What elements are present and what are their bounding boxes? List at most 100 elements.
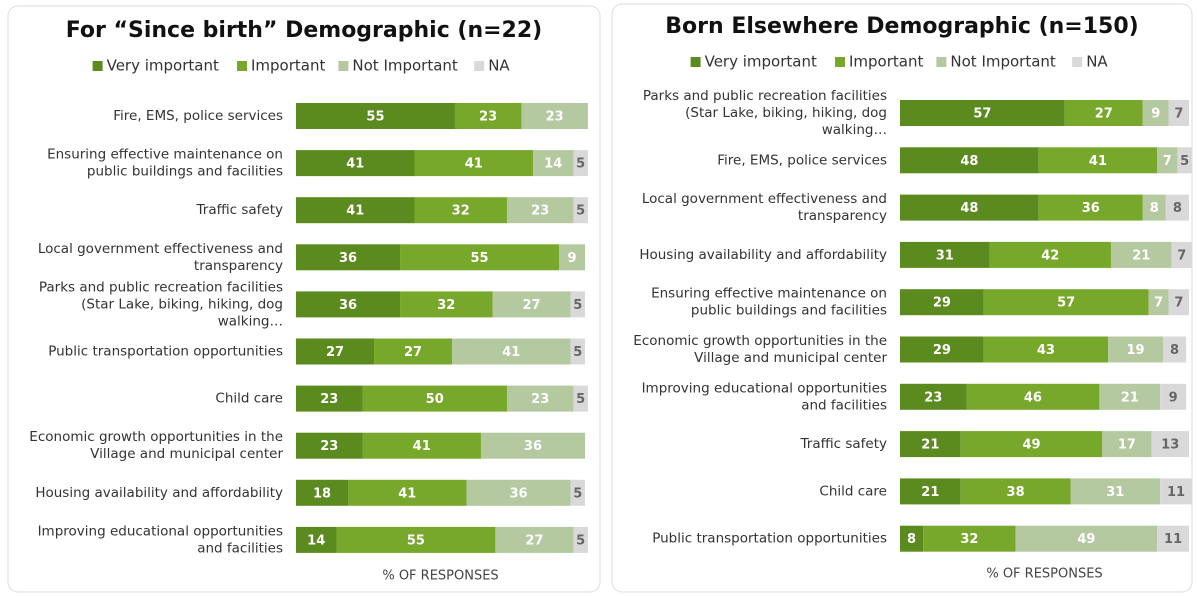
bar-segment xyxy=(414,197,507,224)
value-label: 36 xyxy=(524,439,542,454)
bar-segment xyxy=(296,479,349,506)
value-label: 32 xyxy=(452,204,470,219)
bar-segment xyxy=(1157,147,1178,174)
bar-segment xyxy=(573,385,588,412)
bar-segment xyxy=(454,103,522,129)
value-label: 32 xyxy=(437,298,455,313)
bar-segment xyxy=(506,197,574,224)
bar-segment xyxy=(296,432,363,459)
value-label: 55 xyxy=(407,533,425,548)
legend-label: Not Important xyxy=(352,57,458,75)
bar-segment xyxy=(296,150,415,177)
value-label: 43 xyxy=(1037,343,1055,358)
bar-segment xyxy=(900,525,924,552)
bar-segment xyxy=(452,338,571,365)
value-label: 17 xyxy=(1118,438,1136,453)
category-label: Ensuring effective maintenance on public … xyxy=(651,286,887,319)
value-label: 29 xyxy=(933,343,951,358)
bar-segment xyxy=(900,336,984,363)
category-label: Fire, EMS, police services xyxy=(717,152,887,168)
value-label: 49 xyxy=(1022,438,1040,453)
value-label: 41 xyxy=(465,157,483,172)
bar-segment xyxy=(414,150,533,177)
legend-swatch xyxy=(835,57,845,67)
bar-segment xyxy=(1142,100,1169,126)
value-label: 21 xyxy=(1132,248,1150,263)
value-label: 8 xyxy=(1150,201,1159,216)
bar-segment xyxy=(296,244,401,271)
category-label: Local government effectiveness and transp… xyxy=(642,191,887,224)
bar-segment xyxy=(900,289,984,316)
value-label: 5 xyxy=(573,345,582,360)
value-label: 27 xyxy=(1095,107,1113,122)
value-label: 19 xyxy=(1126,343,1144,358)
value-label: 5 xyxy=(1180,154,1189,169)
legend-label: Important xyxy=(849,53,923,71)
value-label: 42 xyxy=(1041,248,1059,263)
value-label: 46 xyxy=(1024,390,1042,405)
bar-segment xyxy=(506,385,574,412)
bar-segment xyxy=(900,241,990,268)
bar-segment xyxy=(983,289,1149,316)
value-label: 11 xyxy=(1167,485,1185,500)
value-label: 23 xyxy=(479,110,497,125)
bar-segment xyxy=(362,385,507,412)
bar-segment xyxy=(1148,289,1169,316)
value-label: 7 xyxy=(1163,154,1172,169)
value-label: 41 xyxy=(346,204,364,219)
bar-segment xyxy=(900,100,1065,126)
value-label: 21 xyxy=(1121,390,1139,405)
x-axis-label: % OF RESPONSES xyxy=(986,567,1102,582)
bar-segment xyxy=(400,244,559,271)
bar-segment xyxy=(1099,383,1161,410)
value-label: 32 xyxy=(960,532,978,547)
bar-segment xyxy=(336,526,496,553)
value-label: 48 xyxy=(960,201,978,216)
bar-segment xyxy=(1177,147,1192,174)
value-label: 8 xyxy=(1173,201,1182,216)
legend-label: NA xyxy=(1086,53,1108,71)
legend-swatch xyxy=(936,57,947,67)
category-label: Improving educational opportunities and f… xyxy=(642,380,887,413)
bar-segment xyxy=(1162,336,1187,363)
bar-segment xyxy=(532,150,574,177)
bar-segment xyxy=(573,197,588,224)
chart-title: For “Since birth” Demographic (n=22) xyxy=(66,18,542,43)
value-label: 7 xyxy=(1177,248,1186,263)
category-label: Economic growth opportunities in the Vill… xyxy=(633,333,887,366)
value-label: 8 xyxy=(1170,343,1179,358)
category-label: Child care xyxy=(215,391,283,407)
value-label: 27 xyxy=(525,533,543,548)
value-label: 14 xyxy=(307,533,325,548)
legend-swatch xyxy=(690,57,701,67)
value-label: 7 xyxy=(1174,296,1183,311)
value-label: 5 xyxy=(576,204,585,219)
value-label: 49 xyxy=(1077,532,1095,547)
category-label: Improving educational opportunities and f… xyxy=(38,523,283,556)
legend-swatch xyxy=(338,61,349,71)
panel xyxy=(7,5,601,593)
value-label: 29 xyxy=(933,296,951,311)
bar-segment xyxy=(558,244,585,271)
value-label: 23 xyxy=(531,392,549,407)
bar-segment xyxy=(492,291,571,318)
bar-segment xyxy=(1070,478,1161,505)
chart-title: Born Elsewhere Demographic (n=150) xyxy=(665,14,1138,39)
category-label: Housing availability and affordability xyxy=(35,485,283,501)
category-label: Child care xyxy=(819,483,887,499)
bar-segment xyxy=(1160,478,1192,505)
bar-segment xyxy=(296,338,375,365)
bar-segment xyxy=(1102,431,1152,458)
bar-segment xyxy=(521,103,588,129)
value-label: 23 xyxy=(320,439,338,454)
bar-segment xyxy=(960,478,1071,505)
category-label: Parks and public recreation facilities (S… xyxy=(39,279,283,329)
panel xyxy=(611,3,1193,593)
value-label: 9 xyxy=(567,251,576,266)
value-label: 41 xyxy=(1089,154,1107,169)
bar-segment xyxy=(348,479,467,506)
bar-segment xyxy=(573,150,588,177)
value-label: 27 xyxy=(522,298,540,313)
legend-label: Not Important xyxy=(950,53,1056,71)
